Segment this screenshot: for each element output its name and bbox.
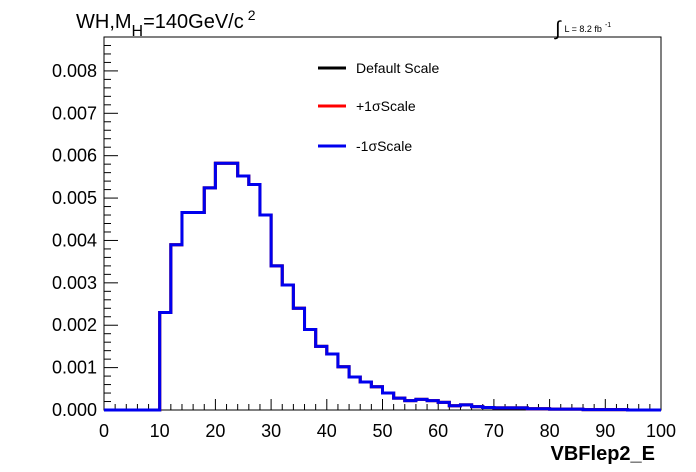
y-tick-label: 0.008 [52, 61, 97, 81]
y-tick-label: 0.004 [52, 230, 97, 250]
x-tick-label: 60 [428, 421, 448, 441]
legend-entry: -1σScale [356, 138, 412, 154]
y-tick-label: 0.007 [52, 103, 97, 123]
x-tick-label: 10 [150, 421, 170, 441]
x-tick-label: 40 [317, 421, 337, 441]
series-line-1 [104, 161, 661, 412]
y-tick-label: 0.005 [52, 188, 97, 208]
x-tick-label: 50 [372, 421, 392, 441]
x-tick-label: 80 [540, 421, 560, 441]
x-tick-label: 100 [646, 421, 676, 441]
legend: Default Scale +1σScale -1σScale [318, 60, 439, 154]
x-tick-label: 30 [261, 421, 281, 441]
chart-title: WH,MH=140GeV/c 2 [76, 7, 256, 40]
y-tick-label: 0.002 [52, 315, 97, 335]
y-tick-label: 0.000 [52, 400, 97, 420]
legend-entry: +1σScale [356, 98, 416, 114]
x-tick-label: 70 [484, 421, 504, 441]
series-lines [104, 161, 661, 412]
legend-entry: Default Scale [356, 60, 439, 76]
lumi-label: ∫ L = 8.2 fb -1 [554, 18, 611, 40]
y-tick-label: 0.003 [52, 273, 97, 293]
axis-ticks [103, 36, 662, 411]
y-tick-labels: 0.000 0.001 0.002 0.003 0.004 0.005 0.006 0.007… [52, 61, 97, 420]
x-tick-labels: 0 10 20 30 40 50 60 70 80 90 100 [99, 421, 676, 441]
y-tick-label: 0.001 [52, 358, 97, 378]
series-line-0 [104, 161, 661, 412]
x-tick-label: 20 [205, 421, 225, 441]
y-tick-label: 0.006 [52, 146, 97, 166]
x-tick-label: 0 [99, 421, 109, 441]
series-line-2 [104, 161, 661, 412]
x-axis-label: VBFlep2_E [551, 443, 655, 465]
x-tick-label: 90 [595, 421, 615, 441]
plot-frame [103, 36, 662, 411]
